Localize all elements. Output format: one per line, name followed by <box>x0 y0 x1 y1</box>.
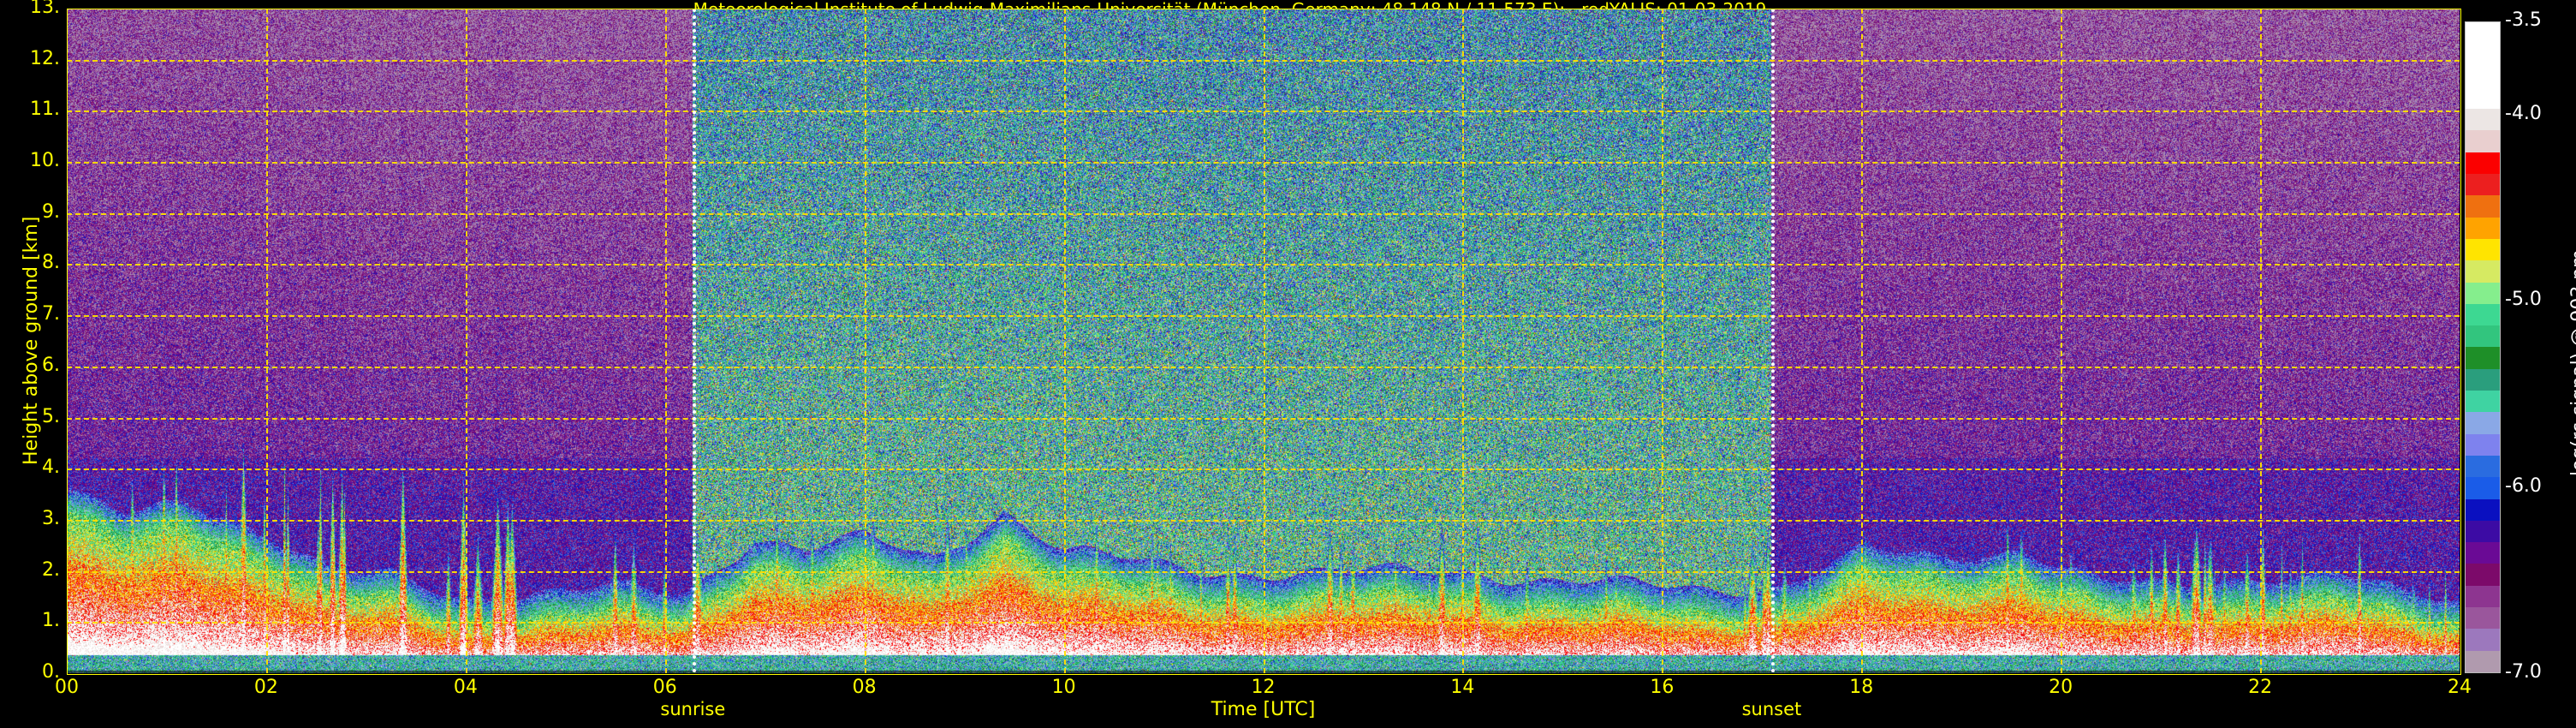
colorbar-band <box>2466 282 2500 304</box>
plot-area[interactable] <box>67 9 2460 673</box>
x-axis-tick-label: 18 <box>1849 677 1874 698</box>
colorbar-band <box>2466 347 2500 369</box>
y-axis-tick-label: 11. <box>30 98 60 121</box>
y-axis-tick-label: 5. <box>42 405 60 427</box>
colorbar-band <box>2466 368 2500 391</box>
y-axis-tick-label: 13. <box>30 0 60 18</box>
y-axis-tick-label: 0. <box>42 661 60 683</box>
colorbar-band <box>2466 303 2500 326</box>
x-axis-tick-label: 10 <box>1051 677 1076 698</box>
x-axis-tick-label: 24 <box>2448 677 2472 698</box>
colorbar-band <box>2466 22 2500 45</box>
colorbar-band <box>2466 607 2500 630</box>
colorbar-band <box>2466 391 2500 413</box>
y-axis-tick-label: 7. <box>42 303 60 325</box>
x-axis-tick-label: 16 <box>1650 677 1675 698</box>
x-axis-tick-label: 06 <box>652 677 677 698</box>
colorbar-band <box>2466 650 2500 672</box>
x-axis-tick-label: 22 <box>2248 677 2273 698</box>
y-axis-tick-label: 10. <box>30 150 60 172</box>
y-axis-tick-label: 9. <box>42 200 60 223</box>
x-axis-tick-label: 04 <box>453 677 478 698</box>
colorbar-band <box>2466 433 2500 456</box>
colorbar-tick-label: -6.0 <box>2505 474 2542 497</box>
colorbar-band <box>2466 455 2500 478</box>
y-axis-tick-label: 2. <box>42 558 60 581</box>
colorbar-band <box>2466 87 2500 110</box>
colorbar-tick-label: -3.5 <box>2505 9 2542 31</box>
colorbar-band <box>2466 564 2500 586</box>
colorbar-title: log(rc-signal) @ 903 nm <box>2568 248 2576 476</box>
colorbar-band <box>2466 65 2500 87</box>
colorbar-band <box>2466 44 2500 66</box>
colorbar-band <box>2466 498 2500 521</box>
colorbar-tick-label: -7.0 <box>2505 661 2542 683</box>
colorbar-band <box>2466 260 2500 283</box>
x-axis-tick-label: 14 <box>1450 677 1475 698</box>
colorbar-band <box>2466 152 2500 175</box>
y-axis-tick-label: 6. <box>42 354 60 376</box>
colorbar <box>2465 21 2501 673</box>
colorbar-band <box>2466 520 2500 543</box>
x-axis-title: Time [UTC] <box>1211 699 1316 720</box>
colorbar-band <box>2466 477 2500 499</box>
sunset-label: sunset <box>1741 699 1802 719</box>
colorbar-band <box>2466 130 2500 152</box>
x-axis-tick-label: 00 <box>55 677 79 698</box>
colorbar-band <box>2466 195 2500 218</box>
colorbar-band <box>2466 542 2500 564</box>
colorbar-band <box>2466 109 2500 131</box>
colorbar-band <box>2466 217 2500 239</box>
colorbar-band <box>2466 325 2500 348</box>
colorbar-band <box>2466 629 2500 651</box>
x-axis-tick-label: 12 <box>1251 677 1276 698</box>
heatmap-canvas <box>67 9 2460 673</box>
colorbar-band <box>2466 585 2500 608</box>
colorbar-tick-label: -4.0 <box>2505 102 2542 124</box>
colorbar-band <box>2466 174 2500 196</box>
y-axis-tick-label: 8. <box>42 252 60 274</box>
colorbar-band <box>2466 412 2500 434</box>
y-axis-tick-label: 4. <box>42 456 60 479</box>
colorbar-gradient <box>2465 21 2501 673</box>
y-axis-tick-label: 1. <box>42 610 60 632</box>
colorbar-band <box>2466 238 2500 261</box>
y-axis-title: Height above ground [km] <box>21 216 42 465</box>
x-axis-tick-label: 20 <box>2049 677 2073 698</box>
colorbar-tick-label: -5.0 <box>2505 289 2542 311</box>
x-axis-tick-label: 02 <box>253 677 278 698</box>
y-axis-tick-label: 3. <box>42 507 60 529</box>
sunrise-label: sunrise <box>660 699 726 719</box>
x-axis-tick-label: 08 <box>852 677 877 698</box>
y-axis-tick-label: 12. <box>30 47 60 69</box>
